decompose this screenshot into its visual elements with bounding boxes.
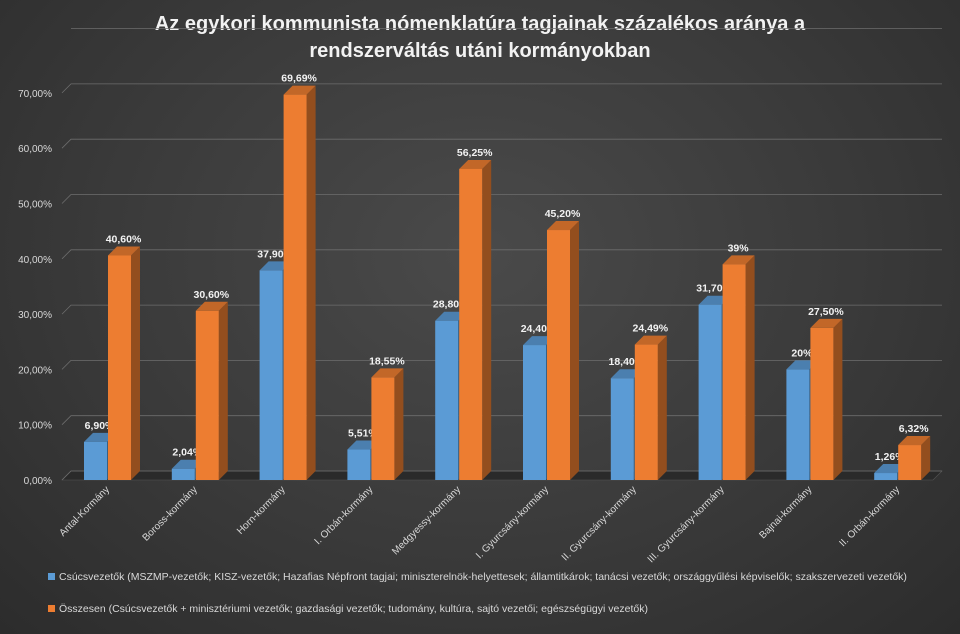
legend-swatch-blue: [48, 573, 55, 580]
bar-front: [84, 441, 107, 480]
x-tick-label: Medgyessy-kormány: [390, 484, 463, 557]
bar-side: [394, 368, 404, 480]
data-label: 5,51%: [348, 428, 378, 440]
legend-series-1: Csúcsvezetők (MSZMP-vezetők; KISZ-vezető…: [48, 571, 948, 583]
bar-front: [459, 168, 483, 480]
data-label: 1,26%: [875, 451, 905, 463]
bar-front: [810, 327, 834, 480]
y-tick-label: 60,00%: [18, 144, 52, 155]
bar-osszesen-5: [459, 159, 492, 480]
bar-side: [482, 159, 492, 480]
bar-top: [810, 318, 843, 328]
legend-series-2: Összesen (Csúcsvezetők + minisztériumi v…: [48, 603, 948, 615]
x-tick-label: I. Gyurcsány-kormány: [474, 484, 551, 561]
bar-osszesen-3: [283, 85, 316, 480]
data-label: 6,90%: [85, 420, 115, 432]
bar-osszesen-4: [371, 368, 404, 480]
x-tick-label: Bajnai-kormány: [758, 484, 815, 541]
bar-osszesen-1: [108, 246, 140, 480]
gridline: [61, 138, 942, 149]
bar-side: [833, 318, 843, 480]
x-tick-label: II. Orbán-kormány: [837, 484, 902, 549]
y-tick-label: 30,00%: [18, 310, 52, 321]
bar-osszesen-8: [722, 255, 755, 480]
bar-front: [371, 377, 395, 480]
legend-label-series-1: Csúcsvezetők (MSZMP-vezetők; KISZ-vezető…: [59, 571, 907, 583]
bar-top: [547, 221, 579, 231]
bar-side: [745, 255, 755, 480]
y-tick-label: 0,00%: [24, 476, 52, 487]
bar-top: [634, 335, 667, 345]
data-label: 56,25%: [457, 147, 493, 159]
gridline: [61, 83, 942, 94]
bar-front: [634, 344, 658, 480]
bar-front: [435, 320, 459, 480]
y-tick-label: 50,00%: [18, 200, 52, 211]
bar-front: [259, 270, 283, 480]
x-tick-label: II. Gyurcsány-kormány: [560, 484, 639, 563]
bar-side: [921, 436, 931, 480]
gridline: [61, 304, 942, 315]
bar-osszesen-9: [810, 318, 843, 480]
gridline: [61, 249, 942, 260]
y-tick-label: 70,00%: [18, 89, 52, 100]
bar-front: [547, 230, 570, 480]
data-label: 20%: [791, 347, 813, 359]
data-label: 27,50%: [808, 306, 844, 318]
bar-osszesen-6: [547, 221, 579, 480]
x-tick-label: Boross-kormány: [141, 484, 200, 543]
data-label: 18,55%: [369, 355, 405, 367]
y-tick-label: 20,00%: [18, 365, 52, 376]
bar-osszesen-2: [195, 301, 228, 480]
bar-side: [306, 85, 316, 480]
bar-side: [218, 301, 228, 480]
bar-front: [195, 310, 219, 480]
bar-top: [283, 85, 316, 95]
bar-front: [898, 445, 922, 480]
x-tick-label: Antal-Kormány: [57, 484, 112, 539]
bar-top: [722, 255, 755, 265]
chart-title-line-2: rendszerváltás utáni kormányokban: [309, 40, 650, 62]
y-tick-label: 10,00%: [18, 421, 52, 432]
bar-front: [786, 369, 810, 480]
bar-top: [108, 246, 140, 256]
data-label: 6,32%: [899, 423, 929, 435]
data-label: 40,60%: [106, 233, 142, 245]
bar-osszesen-10: [898, 436, 931, 480]
bar-top: [898, 436, 931, 446]
bar-front: [108, 255, 131, 480]
data-label: 69,69%: [281, 73, 317, 85]
gridline: [61, 194, 942, 204]
legend-swatch-orange: [48, 605, 55, 612]
x-tick-label: I. Orbán-kormány: [313, 484, 376, 547]
bar-front: [283, 94, 307, 480]
chart-title-line-1: Az egykori kommunista nómenklatúra tagja…: [155, 13, 806, 35]
bar-front: [523, 345, 546, 480]
x-tick-label: III. Gyurcsány-kormány: [646, 484, 727, 565]
bar-top: [195, 301, 228, 311]
x-tick-label: Horn-kormány: [235, 484, 288, 537]
legend-label-series-2: Összesen (Csúcsvezetők + minisztériumi v…: [59, 603, 648, 615]
data-label: 24,49%: [632, 323, 668, 335]
bar-top: [371, 368, 404, 378]
bar-front: [347, 449, 371, 480]
y-tick-label: 40,00%: [18, 255, 52, 266]
data-label: 45,20%: [545, 208, 581, 220]
bar-osszesen-7: [634, 335, 667, 480]
bar-front: [698, 304, 722, 480]
bar-front: [874, 473, 898, 480]
bar-top: [459, 159, 492, 169]
bar-side: [657, 335, 667, 480]
bar-front: [610, 378, 634, 480]
data-label: 30,60%: [193, 289, 229, 301]
data-label: 2,04%: [172, 447, 202, 459]
bar-side: [131, 246, 140, 480]
bar-front: [171, 468, 195, 480]
bar-front: [722, 264, 746, 480]
data-label: 39%: [728, 242, 750, 254]
bar-side: [570, 221, 579, 480]
